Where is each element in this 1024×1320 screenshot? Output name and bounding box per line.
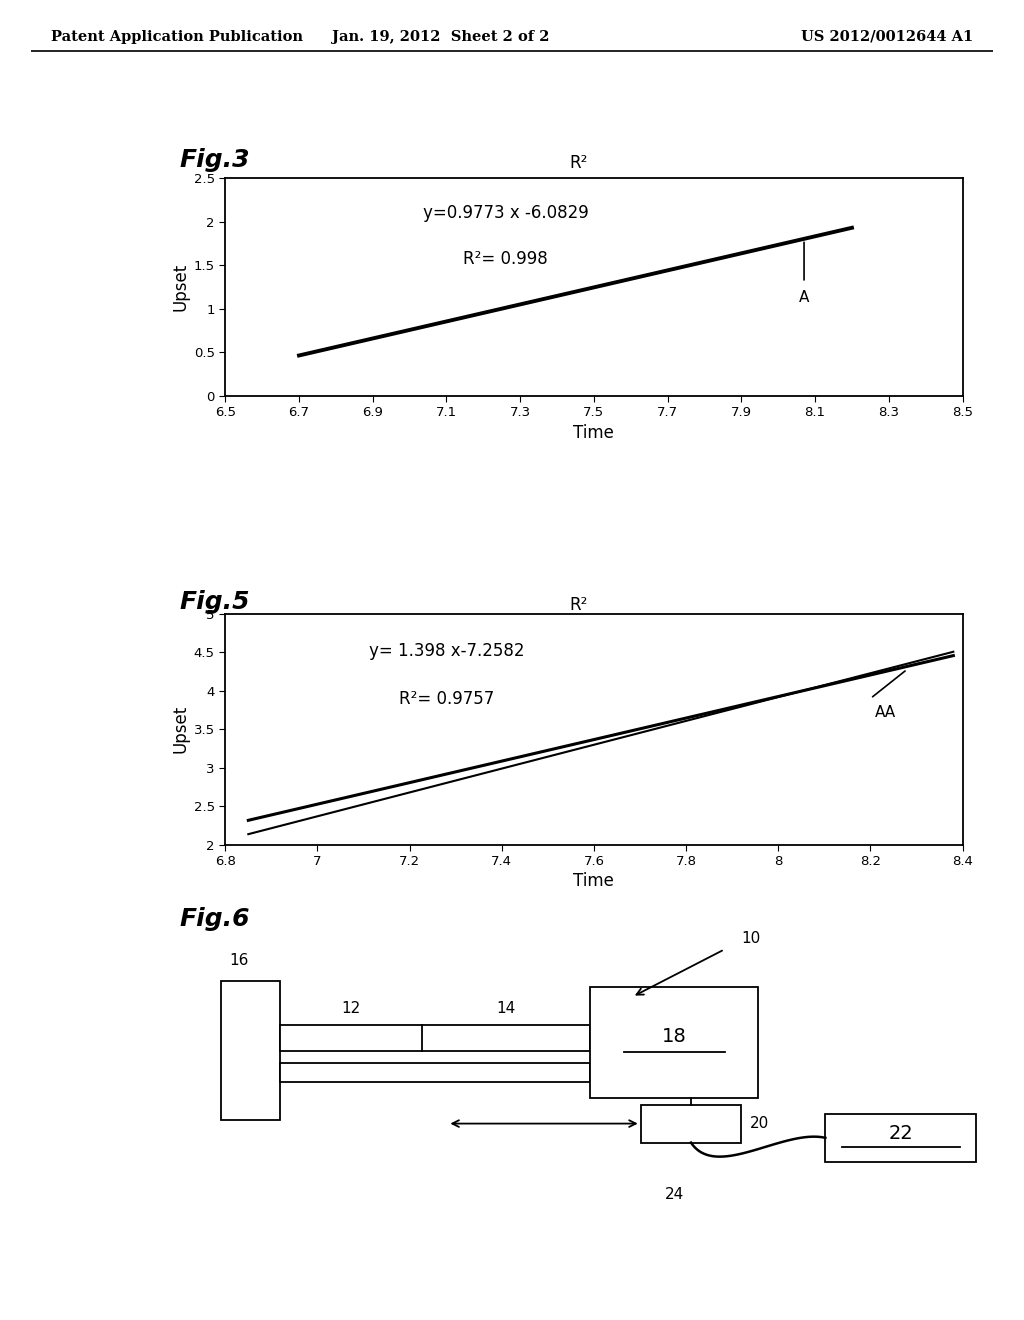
- Text: Fig.6: Fig.6: [179, 907, 250, 931]
- Text: R²= 0.998: R²= 0.998: [463, 249, 548, 268]
- Text: Patent Application Publication: Patent Application Publication: [51, 30, 303, 44]
- Text: R²= 0.9757: R²= 0.9757: [398, 690, 495, 708]
- Bar: [280, 1064, 590, 1082]
- Text: Fig.3: Fig.3: [179, 148, 250, 172]
- Text: US 2012/0012644 A1: US 2012/0012644 A1: [801, 30, 973, 44]
- Text: 12: 12: [341, 1001, 360, 1016]
- Text: y= 1.398 x-7.2582: y= 1.398 x-7.2582: [369, 642, 524, 660]
- Y-axis label: Upset: Upset: [172, 705, 189, 754]
- Text: 24: 24: [665, 1187, 684, 1203]
- Bar: [280, 1026, 590, 1051]
- Text: 10: 10: [741, 931, 761, 946]
- Text: 14: 14: [497, 1001, 516, 1016]
- Text: Jan. 19, 2012  Sheet 2 of 2: Jan. 19, 2012 Sheet 2 of 2: [332, 30, 549, 44]
- X-axis label: Time: Time: [573, 873, 614, 891]
- Bar: [825, 1114, 977, 1162]
- Text: R²: R²: [569, 153, 588, 172]
- Text: AA: AA: [876, 705, 896, 719]
- Text: 20: 20: [750, 1117, 769, 1131]
- Bar: [590, 987, 758, 1098]
- Bar: [641, 1105, 741, 1143]
- Text: R²: R²: [569, 595, 588, 614]
- Y-axis label: Upset: Upset: [172, 263, 189, 312]
- Text: A: A: [799, 289, 809, 305]
- Text: Fig.5: Fig.5: [179, 590, 250, 614]
- X-axis label: Time: Time: [573, 424, 614, 442]
- Text: 16: 16: [229, 953, 249, 969]
- Text: y=0.9773 x -6.0829: y=0.9773 x -6.0829: [423, 205, 589, 222]
- Text: 18: 18: [662, 1027, 686, 1045]
- Bar: [221, 981, 280, 1121]
- Text: 22: 22: [889, 1123, 913, 1143]
